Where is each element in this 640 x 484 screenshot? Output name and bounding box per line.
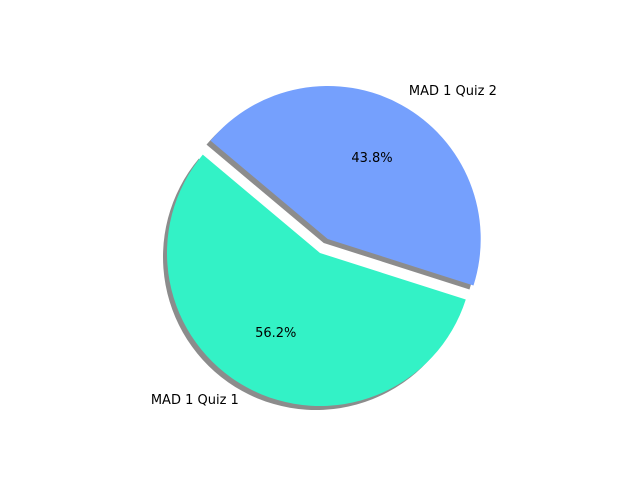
slice-label-mad-1-quiz-2: MAD 1 Quiz 2	[409, 84, 497, 99]
pie-slice-mad-1-quiz-2	[210, 85, 481, 286]
slice-percent-mad-1-quiz-2: 43.8%	[351, 151, 392, 166]
pie-slice-mad-1-quiz-1	[166, 154, 466, 406]
pie-label-layer: MAD 1 Quiz 1 56.2% MAD 1 Quiz 2 43.8%	[151, 84, 497, 408]
pie-slice-layer	[166, 85, 481, 406]
slice-percent-mad-1-quiz-1: 56.2%	[255, 326, 296, 341]
slice-label-mad-1-quiz-1: MAD 1 Quiz 1	[151, 393, 239, 408]
